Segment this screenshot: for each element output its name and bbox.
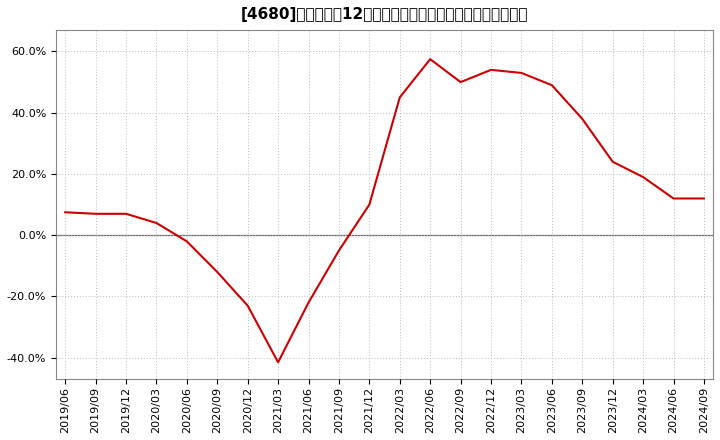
Title: [4680]　売上高の12か月移動合計の対前年同期増減率の推移: [4680] 売上高の12か月移動合計の対前年同期増減率の推移 bbox=[240, 7, 528, 22]
